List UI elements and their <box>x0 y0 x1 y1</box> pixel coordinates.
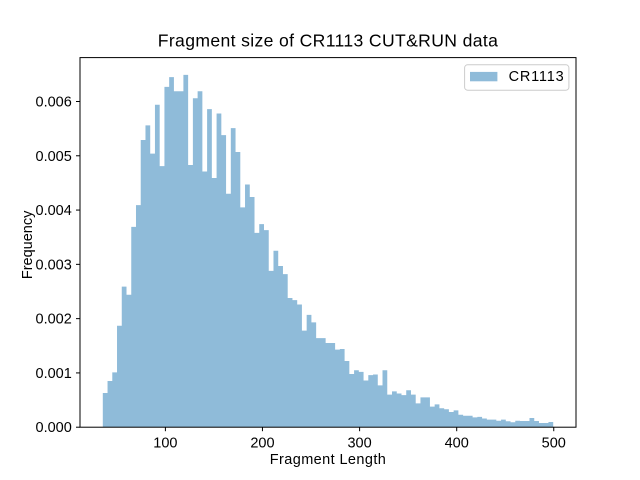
svg-text:300: 300 <box>347 436 371 452</box>
svg-text:200: 200 <box>250 436 274 452</box>
svg-text:0.005: 0.005 <box>36 149 72 165</box>
svg-text:0.003: 0.003 <box>36 257 72 273</box>
svg-text:500: 500 <box>542 436 566 452</box>
svg-text:0.001: 0.001 <box>36 366 72 382</box>
svg-text:100: 100 <box>153 436 177 452</box>
svg-text:0.006: 0.006 <box>36 95 72 111</box>
svg-text:Fragment size of CR1113 CUT&RU: Fragment size of CR1113 CUT&RUN data <box>158 31 498 51</box>
svg-text:CR1113: CR1113 <box>509 69 565 85</box>
svg-text:Fragment Length: Fragment Length <box>270 452 386 468</box>
svg-text:400: 400 <box>445 436 469 452</box>
svg-text:0.004: 0.004 <box>36 203 72 219</box>
svg-text:Frequency: Frequency <box>20 210 36 279</box>
svg-text:0.000: 0.000 <box>36 420 72 436</box>
svg-text:0.002: 0.002 <box>36 312 72 328</box>
